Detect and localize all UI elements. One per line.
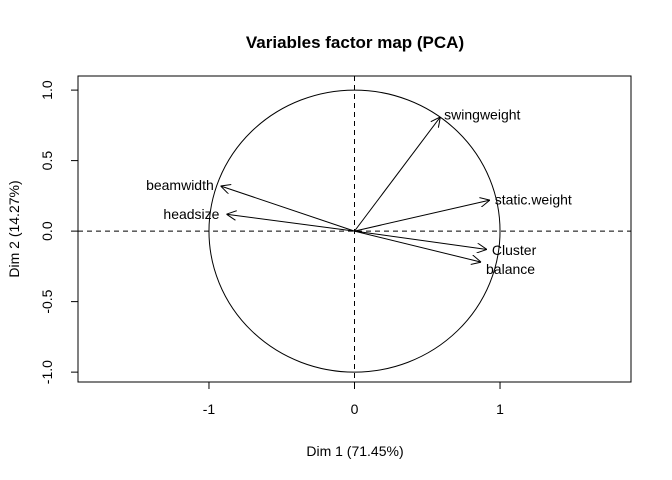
x-tick-label: -1 [203, 401, 216, 417]
y-tick-label: 1.0 [39, 80, 55, 100]
arrow-headsize [226, 214, 355, 232]
variable-label-static-weight: static.weight [495, 191, 572, 207]
correlation-circle [208, 89, 501, 373]
arrow-beamwidth [221, 186, 355, 232]
variable-label-headsize: headsize [163, 206, 219, 222]
x-axis-label: Dim 1 (71.45%) [306, 443, 403, 459]
plot-layer: swingweight static.weight beamwidth headsiz… [78, 76, 631, 382]
x-tick-label: 0 [351, 401, 359, 417]
arrow-balance [354, 230, 482, 262]
x-axis: -1 0 1 [203, 381, 504, 417]
y-axis-label: Dim 2 (14.27%) [6, 180, 22, 277]
y-tick-label: -1.0 [39, 360, 55, 384]
variable-label-balance: balance [486, 261, 535, 277]
y-tick-label: 0.5 [39, 151, 55, 171]
y-tick-label: -0.5 [39, 289, 55, 313]
variable-label-swingweight: swingweight [444, 106, 520, 122]
variable-label-Cluster: Cluster [492, 242, 537, 258]
arrow-Cluster [354, 230, 487, 249]
variable-label-beamwidth: beamwidth [146, 177, 214, 193]
y-tick-label: 0.0 [39, 221, 55, 241]
y-axis: 1.0 0.5 0.0 -0.5 -1.0 [39, 80, 79, 384]
x-tick-label: 1 [496, 401, 504, 417]
arrow-static-weight [354, 200, 490, 232]
chart-title: Variables factor map (PCA) [246, 33, 464, 52]
arrow-swingweight [354, 117, 441, 232]
